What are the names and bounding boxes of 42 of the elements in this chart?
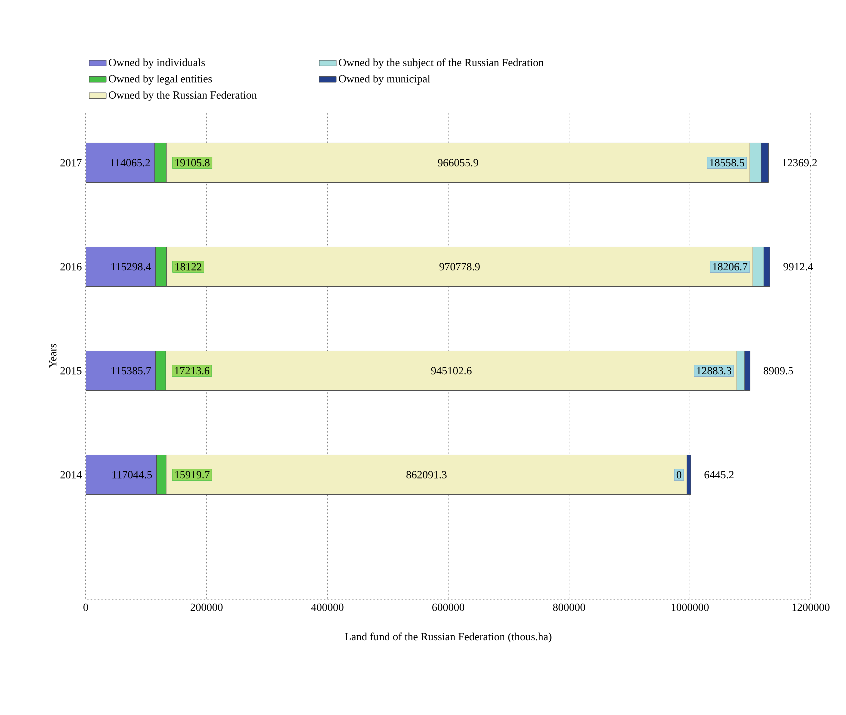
bar bbox=[86, 454, 157, 496]
x-tick-label: 400000 bbox=[311, 604, 344, 612]
legend-label: Owned by the subject of the Russian Fedration bbox=[339, 58, 544, 69]
data-label: 114065.2 bbox=[110, 159, 150, 167]
data-label: 19105.8 bbox=[176, 159, 210, 167]
data-label: 12883.3 bbox=[697, 367, 732, 375]
y-axis-title: Years bbox=[49, 344, 57, 368]
data-label: 970778.9 bbox=[440, 263, 480, 271]
data-label: 8909.5 bbox=[764, 367, 794, 375]
data-label: 0 bbox=[676, 471, 682, 479]
y-tick-label: 2016 bbox=[60, 263, 82, 271]
data-label: 17213.6 bbox=[175, 367, 210, 375]
bar bbox=[86, 246, 156, 288]
x-tick-label: 1200000 bbox=[792, 604, 830, 612]
legend-label: Owned by legal entities bbox=[109, 75, 212, 85]
x-tick-label: 0 bbox=[84, 604, 88, 612]
y-tick-label: 2014 bbox=[60, 471, 82, 479]
bar bbox=[86, 142, 156, 184]
data-label: 862091.3 bbox=[406, 471, 447, 479]
x-axis-title: Land fund of the Russian Federation (thous.ha) bbox=[345, 632, 552, 643]
data-label: 18122 bbox=[176, 263, 202, 271]
y-tick-label: 2015 bbox=[60, 367, 82, 375]
data-label: 15919.7 bbox=[176, 471, 210, 479]
data-label: 9912.4 bbox=[784, 263, 814, 271]
data-label: 117044.5 bbox=[112, 471, 152, 479]
bar bbox=[86, 350, 156, 392]
legend-label: Owned by the Russian Federation bbox=[109, 91, 258, 102]
x-tick-label: 800000 bbox=[553, 604, 586, 612]
x-tick-label: 1000000 bbox=[672, 604, 709, 612]
y-tick-label: 2017 bbox=[60, 159, 82, 167]
data-label: 945102.6 bbox=[431, 367, 472, 375]
data-label: 18206.7 bbox=[713, 263, 748, 271]
data-label: 18558.5 bbox=[710, 159, 744, 167]
x-tick-label: 200000 bbox=[190, 604, 223, 612]
data-label: 115298.4 bbox=[112, 263, 152, 271]
data-label: 6445.2 bbox=[704, 471, 734, 479]
data-label: 115385.7 bbox=[112, 367, 152, 375]
legend-label: Owned by municipal bbox=[339, 75, 430, 85]
legend-label: Owned by individuals bbox=[109, 58, 206, 69]
data-label: 966055.9 bbox=[438, 159, 478, 167]
x-tick-label: 600000 bbox=[432, 604, 465, 612]
data-label: 12369.2 bbox=[782, 159, 818, 167]
